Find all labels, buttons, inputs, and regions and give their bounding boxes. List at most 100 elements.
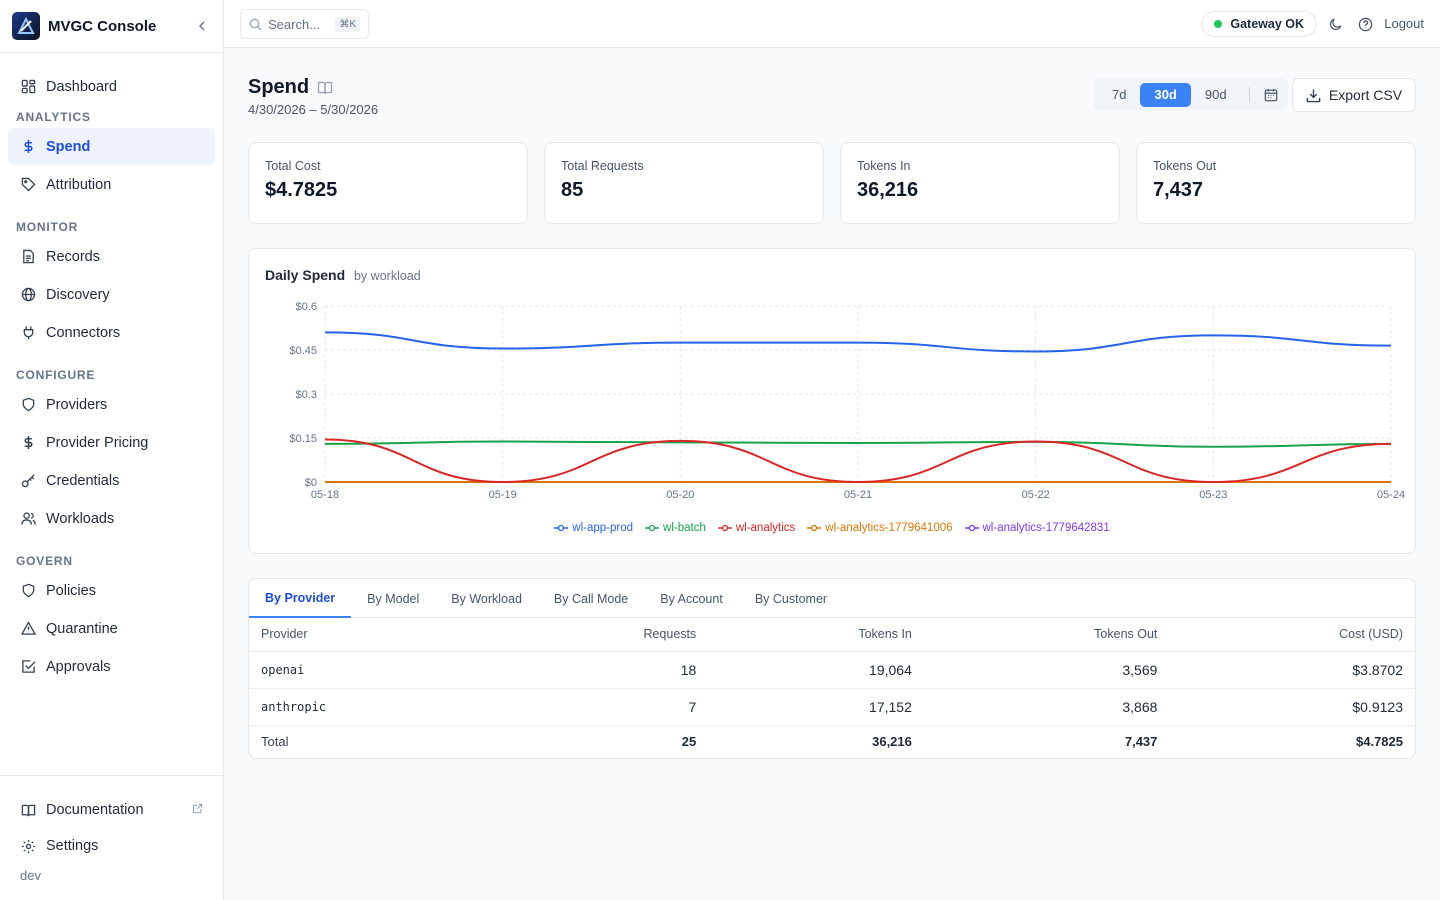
page-title-text: Spend	[248, 76, 310, 98]
provider-table: Provider Requests Tokens In Tokens Out C…	[249, 618, 1415, 758]
breakdown-tabs: By Provider By Model By Workload By Call…	[249, 579, 1415, 618]
range-7d-button[interactable]: 7d	[1112, 87, 1127, 102]
tab-by-customer[interactable]: By Customer	[754, 591, 828, 606]
nav-item-discovery[interactable]: Discovery	[8, 276, 215, 313]
help-icon[interactable]	[1357, 16, 1373, 32]
main-nav: Dashboard ANALYTICS Spend Attribution MO…	[8, 68, 215, 686]
logo-icon	[12, 12, 40, 40]
nav-item-policies[interactable]: Policies	[8, 572, 215, 609]
book-icon[interactable]	[317, 80, 333, 96]
breakdown-table-card: By Provider By Model By Workload By Call…	[248, 578, 1416, 759]
column-header[interactable]: Requests	[528, 618, 709, 652]
nav-item-quarantine[interactable]: Quarantine	[8, 610, 215, 647]
range-90d-button[interactable]: 90d	[1204, 87, 1227, 102]
plug-icon	[20, 325, 36, 341]
tab-by-provider[interactable]: By Provider	[249, 579, 352, 618]
requests-cell: 7	[528, 688, 709, 726]
tab-by-model[interactable]: By Model	[367, 591, 420, 606]
legend-item[interactable]: wl-app-prod	[554, 522, 633, 534]
globe-icon	[20, 287, 36, 303]
chart-subtitle: by workload	[354, 269, 421, 283]
nav-label: Records	[46, 248, 100, 265]
series-line-wl-analytics[interactable]	[324, 438, 1392, 484]
top-bar: Search... ⌘K Gateway OK Logout	[224, 0, 1440, 48]
column-header[interactable]: Cost (USD)	[1169, 618, 1415, 652]
tokens-out-cell: 3,569	[923, 651, 1170, 689]
documentation-link[interactable]: Documentation	[8, 792, 215, 828]
nav-item-spend[interactable]: Spend	[8, 128, 215, 165]
daily-spend-chart: $0 $0.15 $0.3 $0.45 $0.6 05-18 05-19 05-20 05-21…	[289, 301, 1405, 501]
tokens-in-cell: 19,064	[708, 651, 924, 689]
legend-item[interactable]: wl-batch	[645, 522, 706, 534]
key-icon	[20, 473, 36, 489]
range-30d-button[interactable]: 30d	[1140, 82, 1191, 107]
legend-marker-icon	[717, 524, 732, 532]
search-placeholder: Search...	[268, 16, 321, 32]
x-tick-label: 05-23	[1199, 489, 1227, 501]
legend-label: wl-analytics-1779641006	[825, 522, 953, 534]
legend-marker-icon	[964, 524, 979, 532]
nav-item-credentials[interactable]: Credentials	[8, 462, 215, 499]
series-line-wl-batch[interactable]	[324, 440, 1392, 448]
nav-item-connectors[interactable]: Connectors	[8, 314, 215, 351]
tag-icon	[20, 177, 36, 193]
nav-label: Connectors	[46, 324, 121, 341]
nav-label: Policies	[46, 582, 96, 599]
nav-label: Dashboard	[46, 78, 117, 95]
stat-card-total-cost: Total Cost $4.7825	[248, 142, 528, 224]
cost-cell: $0.9123	[1169, 688, 1415, 726]
nav-item-dashboard[interactable]: Dashboard	[8, 68, 215, 105]
y-tick-label: $0.3	[296, 389, 317, 401]
provider-cell: anthropic	[249, 688, 529, 726]
total-tokens-in-cell: 36,216	[708, 724, 924, 758]
tab-by-workload[interactable]: By Workload	[451, 591, 522, 606]
legend-label: wl-batch	[663, 522, 706, 534]
page-title: Spend	[248, 76, 333, 99]
collapse-sidebar-icon[interactable]	[193, 17, 211, 35]
legend-marker-icon	[807, 524, 822, 532]
tab-by-account[interactable]: By Account	[660, 591, 723, 606]
check-square-icon	[20, 659, 36, 675]
external-link-icon	[192, 802, 203, 818]
nav-label: Provider Pricing	[46, 434, 149, 451]
legend-item[interactable]: wl-analytics	[717, 522, 795, 534]
table-header-row: Provider Requests Tokens In Tokens Out C…	[249, 618, 1415, 652]
stat-value: 7,437	[1153, 179, 1204, 201]
logout-button[interactable]: Logout	[1384, 16, 1424, 31]
download-icon	[1306, 88, 1321, 103]
range-selector: 7d 30d 90d	[1094, 78, 1288, 111]
total-tokens-out-cell: 7,437	[923, 724, 1170, 758]
nav-item-provider-pricing[interactable]: Provider Pricing	[8, 424, 215, 461]
calendar-icon[interactable]	[1258, 83, 1284, 107]
column-header[interactable]: Tokens In	[708, 618, 924, 652]
table-row[interactable]: anthropic 7 17,152 3,868 $0.9123	[249, 688, 1415, 726]
nav-label: Credentials	[46, 472, 120, 489]
nav-label: Approvals	[46, 658, 111, 675]
nav-item-workloads[interactable]: Workloads	[8, 500, 215, 537]
shield-icon	[20, 583, 36, 599]
column-header[interactable]: Provider	[249, 618, 529, 652]
export-csv-button[interactable]: Export CSV	[1292, 78, 1416, 112]
legend-item[interactable]: wl-analytics-1779641006	[807, 522, 953, 534]
dashboard-icon	[20, 79, 36, 95]
table-row[interactable]: openai 18 19,064 3,569 $3.8702	[249, 651, 1415, 689]
nav-label: Quarantine	[46, 620, 118, 637]
search-input[interactable]: Search... ⌘K	[240, 9, 369, 39]
y-tick-label: $0.6	[296, 301, 317, 313]
nav-section-configure: CONFIGURE	[16, 368, 96, 382]
nav-label: Workloads	[46, 510, 115, 527]
export-csv-label: Export CSV	[1328, 87, 1403, 103]
legend-item[interactable]: wl-analytics-1779642831	[964, 522, 1110, 534]
nav-item-providers[interactable]: Providers	[8, 386, 215, 423]
nav-item-approvals[interactable]: Approvals	[8, 648, 215, 685]
tab-by-call-mode[interactable]: By Call Mode	[553, 591, 629, 606]
nav-item-attribution[interactable]: Attribution	[8, 166, 215, 203]
stat-card-total-requests: Total Requests 85	[544, 142, 824, 224]
series-line-wl-app-prod[interactable]	[324, 331, 1392, 353]
moon-icon[interactable]	[1328, 16, 1344, 32]
stat-label: Total Requests	[561, 159, 644, 173]
settings-link[interactable]: Settings	[8, 828, 215, 864]
nav-item-records[interactable]: Records	[8, 238, 215, 275]
column-header[interactable]: Tokens Out	[923, 618, 1170, 652]
environment-label: dev	[20, 868, 41, 883]
